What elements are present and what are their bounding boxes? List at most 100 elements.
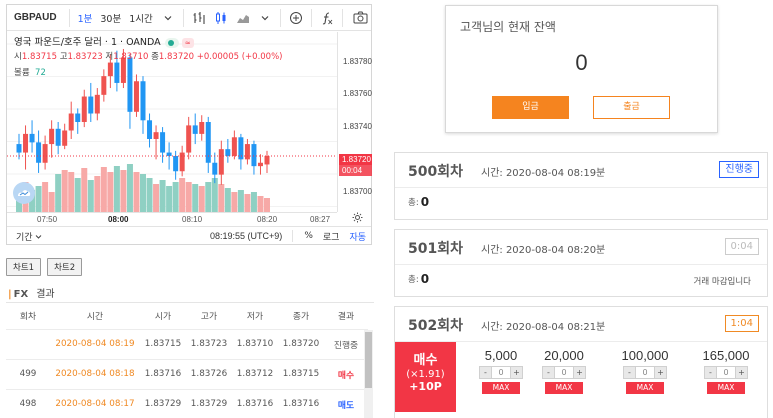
tab-chart2[interactable]: 차트2 <box>47 258 83 276</box>
cell-low: 1.83710 <box>232 328 278 359</box>
decrement-button[interactable]: - <box>704 366 717 379</box>
time-tick: 08:20 <box>257 215 278 224</box>
buy-option-button[interactable]: 매수 (×1.91) +10P <box>395 342 456 412</box>
volume-label: 볼륨 <box>14 68 30 78</box>
volume-bar <box>231 192 238 212</box>
toolbar-divider <box>182 8 184 27</box>
chart-settings-gear-icon[interactable] <box>349 212 365 226</box>
date-range-chevron-icon <box>36 234 42 239</box>
increment-button[interactable]: + <box>735 366 748 379</box>
candle-body <box>55 128 61 146</box>
camera-snapshot-icon[interactable] <box>349 7 371 29</box>
cell-low: 1.83716 <box>232 388 278 418</box>
price-tick: 1.83740 <box>343 122 372 131</box>
fx-results-table: 회차 시간 시가 고가 저가 종가 결과 2020-08-04 08:19 1.… <box>6 303 368 418</box>
volume-bar <box>35 186 42 212</box>
date-range-button[interactable]: 기간 <box>7 230 42 243</box>
balance-title: 고객님의 현재 잔액 <box>460 20 556 34</box>
volume-bar <box>192 184 199 212</box>
auto-scale-toggle[interactable]: 자동 <box>349 232 366 243</box>
quantity-field[interactable]: 0 <box>636 366 654 379</box>
candle-body <box>153 132 159 139</box>
round-total-label: 총: <box>408 275 419 285</box>
buy-odds: (×1.91) <box>406 369 445 380</box>
chart-plot-area[interactable] <box>7 32 337 212</box>
time-axis[interactable]: 07:50 08:00 08:10 08:20 08:27 <box>7 212 337 226</box>
volume-bar <box>48 192 55 212</box>
max-button[interactable]: MAX <box>626 382 664 394</box>
round-time: 시간: 2020-08-04 08:21분 <box>481 322 606 333</box>
scrollbar-thumb[interactable] <box>365 332 372 388</box>
indicators-fx-icon[interactable] <box>316 7 338 29</box>
candle-chart-style-icon[interactable] <box>210 7 232 29</box>
round-card-501: 501회차 시간: 2020-08-04 08:20분 0:04 총: 0 거래 … <box>394 229 768 297</box>
round-card-500: 500회차 시간: 2020-08-04 08:19분 진행중 총: 0 <box>394 152 768 220</box>
market-open-dot-icon <box>164 37 179 48</box>
increment-button[interactable]: + <box>510 366 523 379</box>
chart-style-chevron-icon[interactable] <box>254 7 276 29</box>
volume-bar <box>198 186 205 212</box>
tab-chart1[interactable]: 차트1 <box>6 258 42 276</box>
candle-body <box>49 128 55 145</box>
quantity-field[interactable]: 0 <box>717 366 735 379</box>
interval-dropdown-chevron-icon[interactable] <box>157 7 179 29</box>
interval-1m[interactable]: 1분 <box>77 13 93 25</box>
cell-round: 499 <box>6 358 50 389</box>
volume-bar <box>107 172 114 212</box>
add-indicator-plus-icon[interactable] <box>285 7 307 29</box>
candle-body <box>192 125 198 134</box>
quantity-stepper: -0 + <box>605 366 685 379</box>
area-chart-style-icon[interactable] <box>232 7 254 29</box>
time-tick: 08:27 <box>310 215 331 224</box>
volume-bar <box>146 178 153 212</box>
cell-time: 2020-08-04 08:17 <box>50 388 140 418</box>
max-button[interactable]: MAX <box>482 382 520 394</box>
cell-result: 매수 <box>324 358 368 389</box>
decrement-button[interactable]: - <box>479 366 492 379</box>
withdraw-button[interactable]: 출금 <box>593 96 670 119</box>
max-button[interactable]: MAX <box>707 382 745 394</box>
candle-body <box>62 130 68 146</box>
candle-body <box>225 149 231 156</box>
bar-chart-style-icon[interactable] <box>188 7 210 29</box>
volume-bar <box>42 182 49 212</box>
volume-bar <box>81 168 88 212</box>
interval-1h[interactable]: 1시간 <box>129 13 153 25</box>
quantity-field[interactable]: 0 <box>492 366 510 379</box>
bet-amount-value: 5,000 <box>484 348 518 363</box>
round-closed-note: 거래 마감입니다 <box>693 277 751 287</box>
volume-bar <box>74 178 81 212</box>
price-tick: 1.83780 <box>343 57 372 66</box>
volume-bar <box>61 170 68 212</box>
increment-button[interactable]: + <box>654 366 667 379</box>
volume-bar <box>120 170 127 212</box>
table-scrollbar[interactable] <box>364 330 373 418</box>
utc-clock[interactable]: 08:19:55 (UTC+9) <box>210 231 283 241</box>
bet-amount-165000: 165,000 -0 + MAX <box>686 348 766 394</box>
cell-open: 1.83729 <box>140 388 186 418</box>
tradingview-logo-icon[interactable] <box>13 182 35 204</box>
volume-bar <box>153 184 160 212</box>
time-tick: 08:00 <box>108 215 129 224</box>
column-header: 시가 <box>154 312 172 323</box>
max-button[interactable]: MAX <box>545 382 583 394</box>
buy-label: 매수 <box>413 353 438 368</box>
balance-amount: 0 <box>575 50 588 75</box>
quantity-field[interactable]: 0 <box>555 366 573 379</box>
symbol-search[interactable]: GBPAUD <box>14 12 57 23</box>
deposit-button[interactable]: 입금 <box>492 96 569 119</box>
increment-button[interactable]: + <box>573 366 586 379</box>
decrement-button[interactable]: - <box>623 366 636 379</box>
price-axis[interactable]: 1.83780 1.83760 1.83740 1.83720 00:04 1.… <box>337 32 372 212</box>
percent-scale-toggle[interactable]: % <box>304 231 313 241</box>
decrement-button[interactable]: - <box>542 366 555 379</box>
log-scale-toggle[interactable]: 로그 <box>322 232 340 243</box>
volume-bar <box>264 198 270 212</box>
time-tick: 08:10 <box>182 215 203 224</box>
interval-30m[interactable]: 30분 <box>100 13 122 25</box>
heading-bar-icon: | <box>8 289 12 300</box>
candle-body <box>127 57 133 112</box>
close-value: 1.83720 <box>158 52 195 62</box>
cell-result: 진행중 <box>324 328 368 359</box>
volume-bar <box>211 178 218 212</box>
